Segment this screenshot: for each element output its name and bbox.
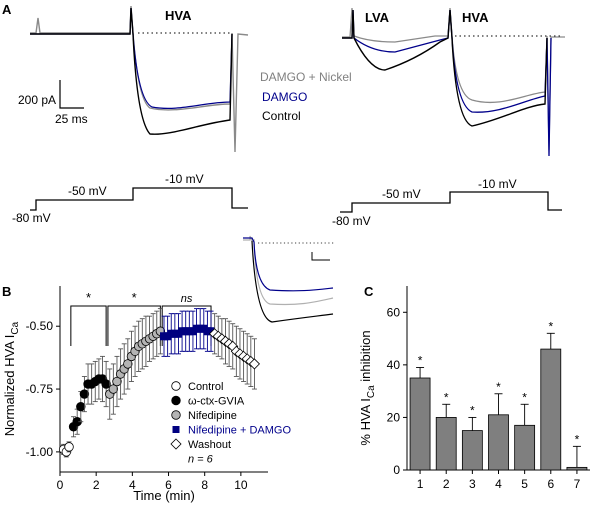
b-legend-label: ω-ctx-GVIA [188,396,245,408]
trace-damgo-right [342,9,552,157]
b-x-tick-label: 2 [93,478,100,492]
b-legend-marker [172,426,180,433]
b-point [64,442,74,452]
c-bar [540,348,562,471]
protocol-step1-right: -50 mV [382,187,421,201]
b-legend-marker [170,438,182,450]
c-sig-marker: * [522,390,527,404]
inset-trace-damgo [243,237,334,292]
b-legend-label: Nifedipine [188,410,237,422]
c-sig-marker: * [496,380,501,394]
b-sig-marker: * [86,290,91,305]
b-x-tick-label: 10 [234,478,248,492]
inset-trace-nifedipine [243,235,334,306]
c-sig-marker: * [575,432,580,446]
b-y-tick-label: -0.50 [26,319,54,333]
c-y-tick-label: 60 [387,305,401,319]
panel-c: C 0 20 40 60 % HVA ICa inhibition * 1 * 2 * 3 * 4 * 5… [358,284,590,491]
c-sig-marker: * [548,319,553,333]
trace-damgo-nickel-right [342,7,565,151]
b-legend-marker [171,395,181,406]
c-bar [566,466,588,471]
b-sig-marker: ns [181,293,193,305]
c-bar [514,424,536,471]
hva-label-right: HVA [462,10,489,25]
b-point [248,358,261,370]
b-sig-bracket [70,305,107,346]
b-x-axis-label: Time (min) [133,488,195,503]
c-bar [435,417,457,471]
b-x-tick-label: 4 [129,478,136,492]
protocol-step2-right: -10 mV [478,177,517,191]
b-legend-marker [171,410,181,420]
b-point [123,359,133,369]
voltage-protocol-right [340,191,562,213]
c-bar [488,414,509,471]
b-y-tick-label: -0.75 [26,382,54,396]
c-y-tick-label: 0 [393,463,400,477]
b-legend-label: Control [188,381,223,393]
legend-control: Control [262,109,301,123]
c-x-tick-label: 3 [469,477,476,491]
b-legend-label: Nifedipine + DAMGO [188,425,291,437]
b-point [112,376,122,387]
protocol-step2-left: -10 mV [165,172,204,186]
b-x-tick-label: 6 [165,478,172,492]
c-x-tick-label: 1 [417,477,424,491]
protocol-holding-left: -80 mV [12,211,51,225]
c-bar [461,430,483,471]
b-point [101,379,111,389]
panel-a-left-traces: HVA 200 pA 25 ms DAMGO + Nickel DAMGO Co… [12,5,352,225]
c-y-tick-label: 20 [387,410,401,424]
c-x-tick-label: 4 [495,477,502,491]
scale-current-label: 200 pA [18,93,56,107]
scale-bar [59,80,84,109]
panel-c-label: C [364,284,374,299]
panel-a-label: A [2,2,12,17]
panel-b-significance: * * ns [70,290,212,346]
c-sig-marker: * [418,353,423,367]
legend-damgo: DAMGO [262,90,307,104]
c-y-axis-label: % HVA ICa inhibition [358,330,377,445]
c-x-tick-label: 5 [521,477,528,491]
lva-label-right: LVA [365,10,390,25]
b-x-tick-label: 0 [57,478,64,492]
scale-time-label: 25 ms [55,112,88,126]
b-x-tick-label: 8 [201,478,208,492]
voltage-protocol-left [30,187,248,211]
panel-b-inset-traces [243,235,335,323]
b-y-axis-label: Normalized HVA ICa [2,321,21,436]
panel-b-axes: 0 2 4 6 8 10 -1.00 -0.75 -0.50 Time (min) Normaliz… [2,286,268,503]
panel-b-legend: Control ω-ctx-GVIA Nifedipine Nifedipine + … [170,381,291,466]
b-point [108,384,119,394]
protocol-holding-right: -80 mV [332,214,371,228]
b-n-label: n = 6 [188,454,214,466]
hva-label-left: HVA [165,8,192,23]
b-point [79,389,90,399]
b-point [76,401,86,412]
inset-trace-control [251,240,334,323]
panel-a-right-traces: LVA HVA -80 mV -50 mV -10 mV [332,7,565,228]
trace-control-right [342,9,548,127]
c-x-tick-label: 2 [443,477,450,491]
protocol-step1-left: -50 mV [68,184,107,198]
inset-scale-bar [311,252,330,261]
b-y-tick-label: -1.00 [26,445,54,459]
b-legend-label: Washout [188,439,231,451]
c-x-tick-label: 6 [547,477,554,491]
b-sig-marker: * [132,290,137,305]
panel-b-series [58,308,261,458]
c-x-tick-label: 7 [574,477,581,491]
c-y-tick-label: 40 [387,358,401,372]
trace-control-left [30,7,233,135]
c-bar [409,377,431,471]
legend-damgo-nickel: DAMGO + Nickel [260,70,352,84]
c-sig-marker: * [470,403,475,417]
panel-b-label: B [2,284,11,299]
b-legend-marker [171,381,181,391]
c-sig-marker: * [444,390,449,404]
panel-c-bars: * 1 * 2 * 3 * 4 * 5 * 6 * 7 [409,319,588,491]
panel-b: B 0 2 4 6 8 10 -1.00 -0.75 -0.50 Time (min) Normal… [2,235,335,503]
